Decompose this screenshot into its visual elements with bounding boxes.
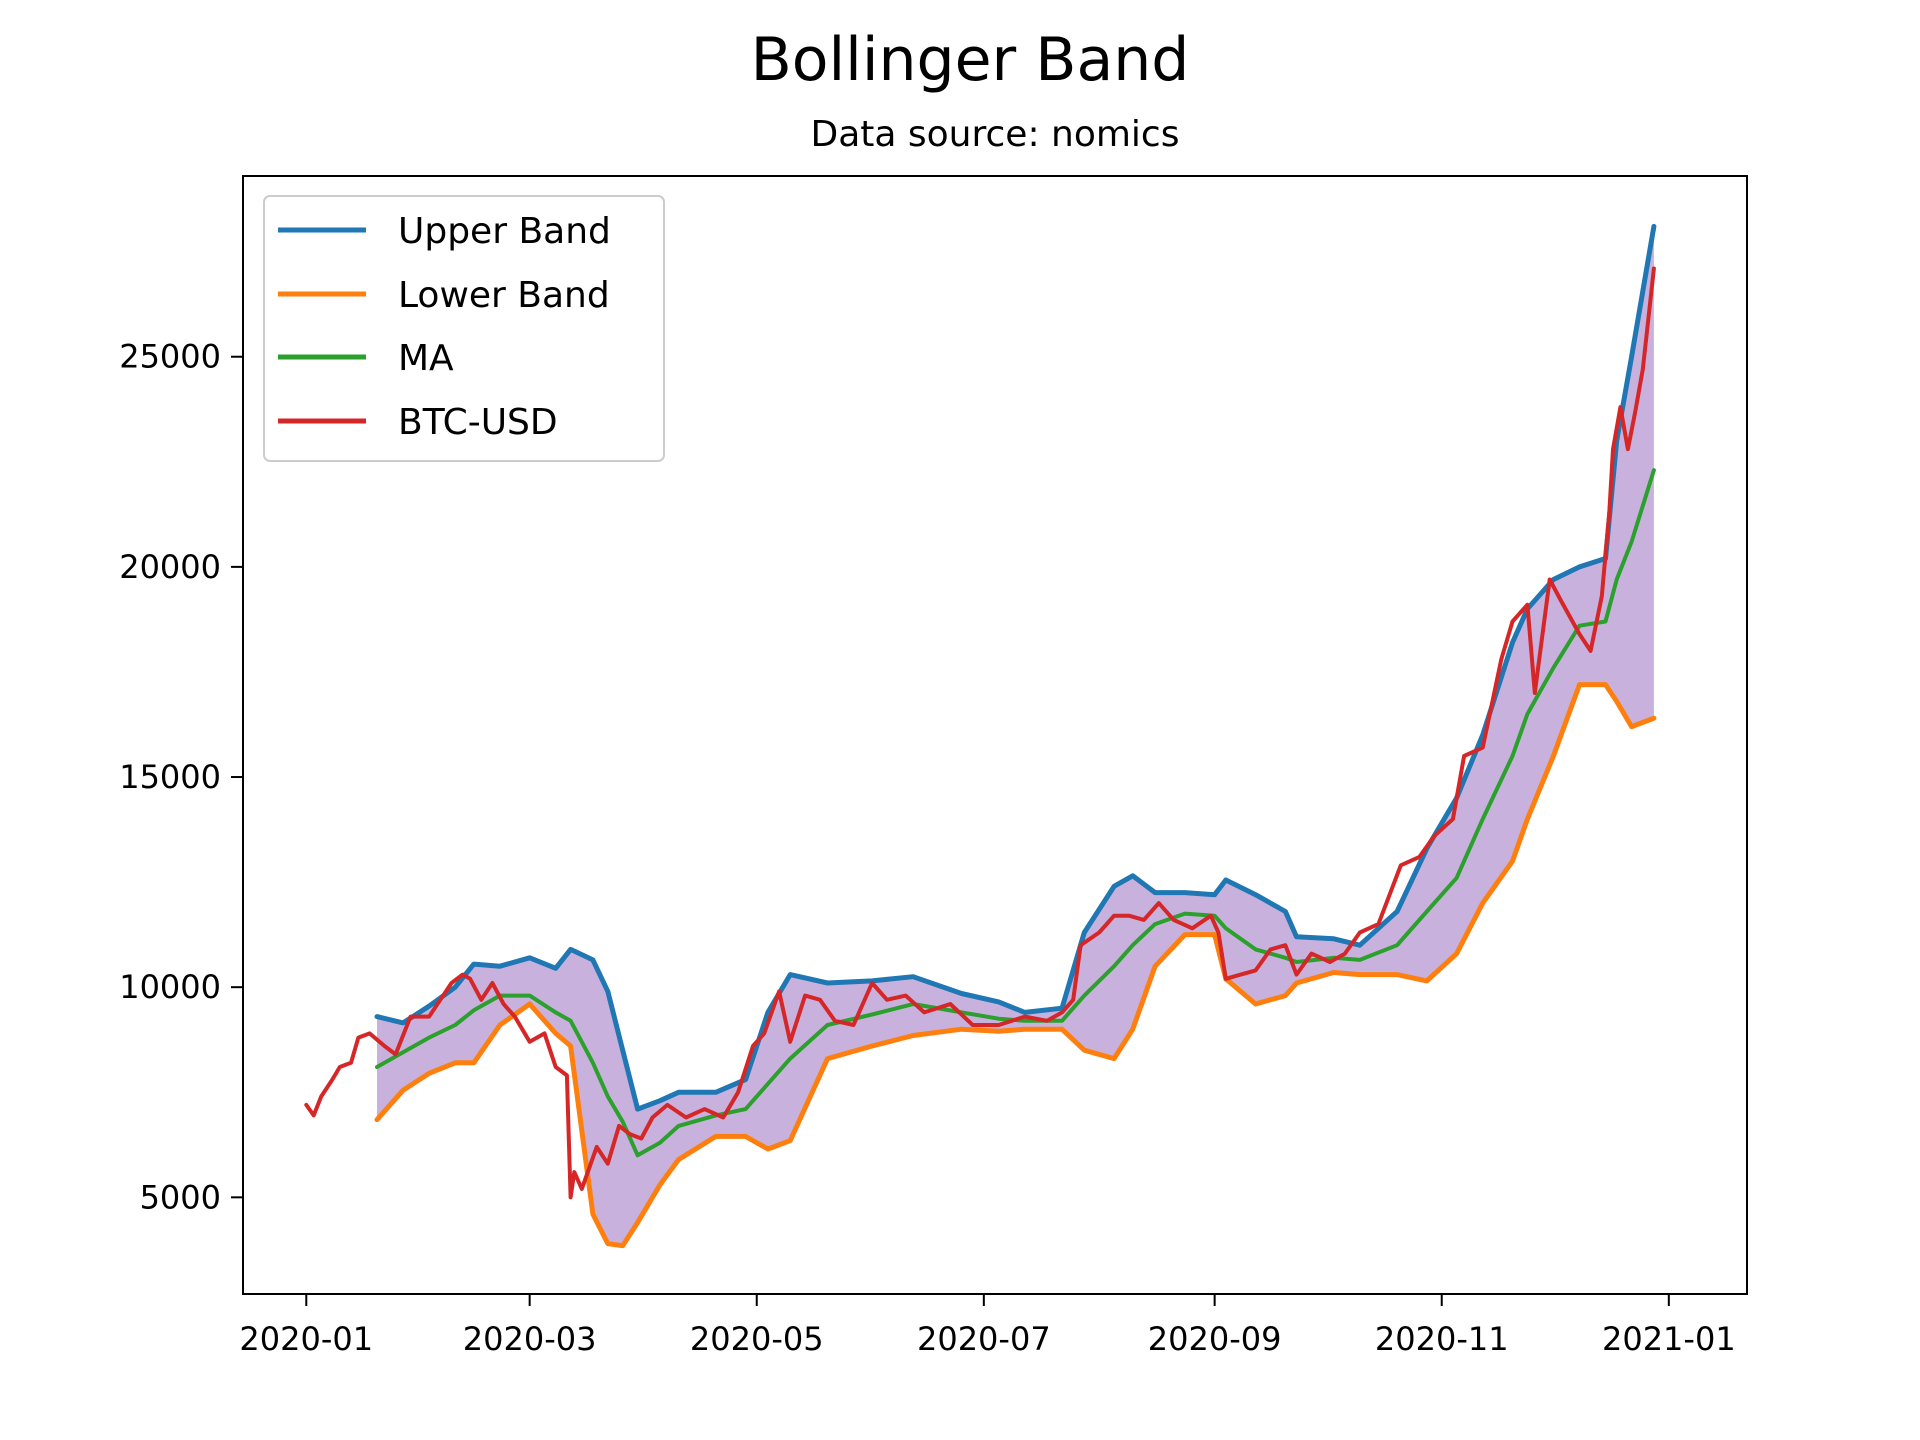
x-tick-label: 2020-09: [1148, 1320, 1282, 1358]
legend-label-btc-usd: BTC-USD: [398, 402, 558, 443]
y-tick-label: 25000: [119, 338, 221, 376]
axis-ticks: 2020-01 2020-03 2020-05 2020-07 2020-09 2020-…: [119, 338, 1735, 1358]
legend-box: [263, 195, 665, 462]
x-tick-label: 2020-07: [917, 1320, 1051, 1358]
legend-label-ma: MA: [398, 338, 454, 379]
plot-layer: [304, 223, 1657, 1249]
btc-usd-line: [304, 266, 1656, 1200]
y-tick-label: 5000: [140, 1178, 221, 1216]
lower-band-line: [374, 682, 1657, 1249]
legend-label-lower-band: Lower Band: [398, 275, 610, 316]
y-tick-label: 20000: [119, 548, 221, 586]
x-tick-label: 2020-03: [463, 1320, 597, 1358]
y-tick-label: 15000: [119, 758, 221, 796]
chart-title: Bollinger Band: [751, 25, 1190, 95]
legend-label-upper-band: Upper Band: [398, 211, 611, 252]
upper-band-line: [374, 223, 1657, 1112]
x-tick-label: 2020-05: [690, 1320, 824, 1358]
legend: Upper Band Lower Band MA BTC-USD: [263, 195, 665, 462]
x-tick-label: 2020-11: [1375, 1320, 1509, 1358]
plot-frame: [242, 175, 1748, 1295]
chart-subtitle: Data source: nomics: [811, 114, 1180, 155]
y-tick-label: 10000: [119, 968, 221, 1006]
x-tick-label: 2020-01: [239, 1320, 373, 1358]
x-tick-label: 2021-01: [1602, 1320, 1736, 1358]
